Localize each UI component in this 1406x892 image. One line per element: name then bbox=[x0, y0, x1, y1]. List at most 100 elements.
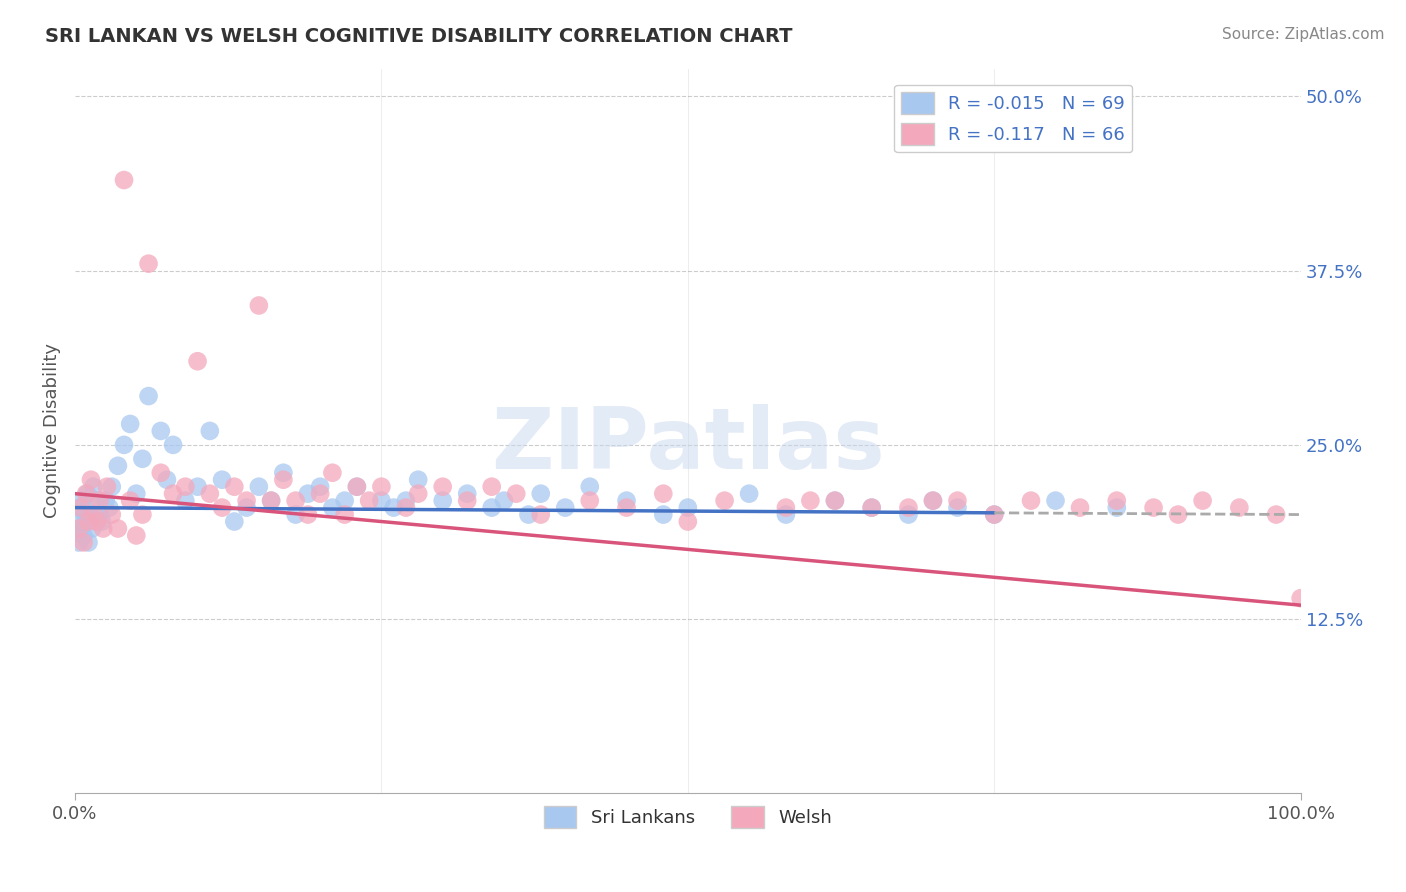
Point bbox=[505, 486, 527, 500]
Point bbox=[96, 480, 118, 494]
Point bbox=[346, 480, 368, 494]
Point bbox=[370, 493, 392, 508]
Point bbox=[211, 500, 233, 515]
Point bbox=[799, 493, 821, 508]
Point bbox=[824, 493, 846, 508]
Legend: Sri Lankans, Welsh: Sri Lankans, Welsh bbox=[537, 798, 839, 835]
Point bbox=[616, 493, 638, 508]
Point bbox=[72, 493, 94, 508]
Point bbox=[321, 500, 343, 515]
Point bbox=[260, 493, 283, 508]
Y-axis label: Cognitive Disability: Cognitive Disability bbox=[44, 343, 60, 518]
Point bbox=[946, 500, 969, 515]
Point bbox=[860, 500, 883, 515]
Text: SRI LANKAN VS WELSH COGNITIVE DISABILITY CORRELATION CHART: SRI LANKAN VS WELSH COGNITIVE DISABILITY… bbox=[45, 27, 793, 45]
Point bbox=[107, 458, 129, 473]
Point bbox=[1191, 493, 1213, 508]
Point bbox=[112, 173, 135, 187]
Point bbox=[1167, 508, 1189, 522]
Point bbox=[652, 508, 675, 522]
Point bbox=[432, 493, 454, 508]
Point bbox=[554, 500, 576, 515]
Point bbox=[530, 486, 553, 500]
Point bbox=[187, 354, 209, 368]
Point bbox=[73, 508, 96, 522]
Point bbox=[107, 521, 129, 535]
Point bbox=[922, 493, 945, 508]
Point bbox=[530, 508, 553, 522]
Point bbox=[235, 500, 257, 515]
Point bbox=[101, 480, 124, 494]
Point bbox=[131, 508, 153, 522]
Point bbox=[395, 493, 418, 508]
Point bbox=[125, 486, 148, 500]
Point bbox=[1019, 493, 1042, 508]
Point bbox=[67, 521, 90, 535]
Point bbox=[69, 500, 91, 515]
Point bbox=[77, 535, 100, 549]
Point bbox=[91, 521, 114, 535]
Point bbox=[75, 486, 97, 500]
Point bbox=[174, 480, 197, 494]
Point bbox=[333, 493, 356, 508]
Point bbox=[676, 515, 699, 529]
Point bbox=[198, 424, 221, 438]
Point bbox=[775, 508, 797, 522]
Point bbox=[91, 515, 114, 529]
Point bbox=[983, 508, 1005, 522]
Point bbox=[1142, 500, 1164, 515]
Point bbox=[346, 480, 368, 494]
Point bbox=[224, 515, 246, 529]
Point bbox=[82, 521, 104, 535]
Point bbox=[82, 480, 104, 494]
Point bbox=[131, 451, 153, 466]
Point bbox=[284, 493, 307, 508]
Point bbox=[162, 486, 184, 500]
Point bbox=[120, 417, 142, 431]
Point bbox=[297, 486, 319, 500]
Point bbox=[72, 528, 94, 542]
Point bbox=[309, 480, 332, 494]
Point bbox=[149, 466, 172, 480]
Point bbox=[198, 486, 221, 500]
Point bbox=[1045, 493, 1067, 508]
Point bbox=[1227, 500, 1250, 515]
Point bbox=[370, 480, 392, 494]
Point bbox=[578, 480, 600, 494]
Point bbox=[120, 493, 142, 508]
Point bbox=[713, 493, 735, 508]
Point bbox=[138, 389, 160, 403]
Point bbox=[1289, 591, 1312, 606]
Point bbox=[149, 424, 172, 438]
Point bbox=[517, 508, 540, 522]
Point bbox=[652, 486, 675, 500]
Point bbox=[260, 493, 283, 508]
Point bbox=[101, 508, 124, 522]
Point bbox=[406, 473, 429, 487]
Point bbox=[86, 515, 108, 529]
Point bbox=[138, 257, 160, 271]
Point bbox=[321, 466, 343, 480]
Point bbox=[72, 535, 94, 549]
Point bbox=[247, 480, 270, 494]
Point bbox=[162, 438, 184, 452]
Point bbox=[89, 493, 111, 508]
Point bbox=[67, 535, 90, 549]
Point bbox=[1069, 500, 1091, 515]
Point bbox=[946, 493, 969, 508]
Point bbox=[922, 493, 945, 508]
Point bbox=[284, 508, 307, 522]
Point bbox=[125, 528, 148, 542]
Point bbox=[98, 500, 121, 515]
Point bbox=[66, 515, 89, 529]
Point bbox=[897, 508, 920, 522]
Point bbox=[273, 466, 295, 480]
Point bbox=[382, 500, 405, 515]
Point bbox=[406, 486, 429, 500]
Point bbox=[70, 500, 93, 515]
Text: ZIPatlas: ZIPatlas bbox=[491, 404, 884, 487]
Point bbox=[860, 500, 883, 515]
Point bbox=[247, 298, 270, 312]
Point bbox=[112, 438, 135, 452]
Point bbox=[432, 480, 454, 494]
